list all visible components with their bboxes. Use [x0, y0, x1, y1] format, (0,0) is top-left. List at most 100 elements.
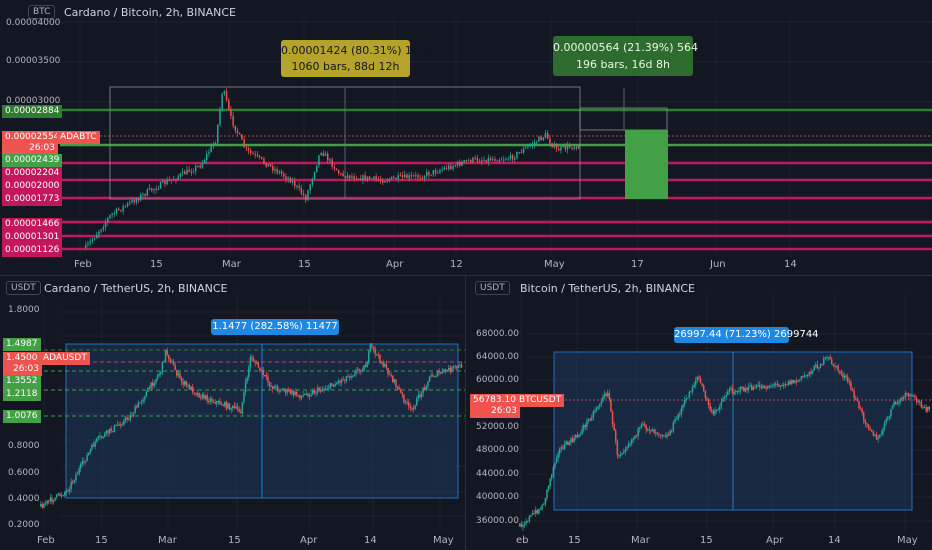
- candle-body: [823, 358, 825, 365]
- btcusdt-chart-pane[interactable]: USDT Bitcoin / TetherUS, 2h, BINANCE 680…: [467, 276, 932, 550]
- candle-body: [744, 388, 747, 392]
- candle-body: [351, 176, 353, 178]
- symbol-tag: ADABTC: [57, 131, 100, 144]
- candle-body: [655, 432, 657, 434]
- candle-body: [701, 383, 703, 386]
- candle-body: [826, 357, 828, 359]
- candle-body: [691, 387, 694, 392]
- candle-body: [76, 473, 79, 475]
- candle-body: [819, 363, 822, 368]
- adausdt-chart-pane[interactable]: USDT Cardano / TetherUS, 2h, BINANCE 1.8…: [0, 276, 466, 550]
- candle-body: [891, 405, 894, 410]
- candle-body: [762, 385, 764, 389]
- measure-label-blue[interactable]: 26997.44 (71.23%) 2699744: [674, 327, 819, 343]
- candle-body: [209, 398, 212, 402]
- measure-line: 196 bars, 16d 8h: [576, 58, 670, 71]
- candle-body: [353, 176, 355, 179]
- candle-body: [161, 361, 164, 373]
- candle-body: [496, 160, 498, 162]
- candle-body: [715, 409, 718, 411]
- candle-body: [276, 169, 278, 173]
- candle-body: [176, 370, 178, 376]
- candle-body: [406, 402, 408, 404]
- candle-body: [46, 500, 48, 504]
- candle-body: [393, 379, 396, 382]
- candle-body: [752, 387, 755, 391]
- candle-body: [911, 394, 913, 396]
- currency-unit-label[interactable]: USDT: [475, 281, 510, 295]
- candle-body: [64, 492, 66, 496]
- candle-body: [454, 366, 456, 368]
- candle-body: [199, 165, 201, 168]
- candle-body: [292, 390, 295, 396]
- candle-body: [768, 385, 771, 387]
- x-axis-label: May: [897, 535, 918, 546]
- candle-body: [695, 380, 697, 385]
- candle-body: [533, 512, 535, 514]
- candle-body: [791, 379, 793, 385]
- candle-body: [890, 409, 892, 417]
- candle-body: [252, 152, 254, 155]
- candle-body: [366, 176, 369, 181]
- candle-body: [393, 176, 395, 178]
- candle-body: [533, 142, 536, 145]
- x-axis-label: 14: [828, 535, 841, 546]
- candle-body: [637, 428, 639, 437]
- measure-label-blue[interactable]: 1.1477 (282.58%) 11477: [211, 319, 339, 335]
- candle-body: [135, 199, 138, 203]
- candle-body: [564, 145, 567, 150]
- measure-label-green[interactable]: 0.00000564 (21.39%) 564 196 bars, 16d 8h: [553, 36, 698, 76]
- candle-body: [177, 373, 180, 376]
- candle-body: [815, 364, 817, 367]
- candle-body: [907, 393, 910, 397]
- candle-body: [731, 388, 734, 394]
- candle-body: [155, 188, 157, 190]
- candle-body: [875, 434, 878, 440]
- candle-body: [800, 376, 803, 380]
- candle-body: [704, 391, 707, 398]
- candle-body: [100, 229, 102, 232]
- adausdt-chart-canvas[interactable]: [0, 276, 465, 550]
- candle-body: [624, 449, 627, 452]
- candle-body: [795, 380, 798, 382]
- candle-body: [528, 516, 531, 522]
- candle-body: [650, 430, 652, 432]
- candle-body: [214, 402, 216, 404]
- candle-body: [559, 448, 561, 454]
- measure-label-yellow[interactable]: 0.00001424 (80.31%) 1424 1060 bars, 88d …: [281, 40, 433, 77]
- candle-body: [296, 185, 298, 187]
- candle-body: [278, 390, 280, 392]
- candle-body: [669, 430, 671, 436]
- candle-body: [396, 387, 399, 389]
- measure-line: 1060 bars, 88d 12h: [291, 60, 400, 73]
- btcusdt-chart-canvas[interactable]: [467, 276, 932, 550]
- candle-body: [382, 362, 384, 367]
- currency-unit-label[interactable]: BTC: [28, 5, 56, 19]
- candle-body: [457, 365, 460, 368]
- candle-body: [531, 144, 534, 146]
- candle-body: [331, 383, 333, 386]
- candle-body: [262, 369, 264, 375]
- candle-body: [192, 386, 194, 393]
- candle-body: [733, 392, 735, 394]
- candle-body: [327, 153, 329, 161]
- adabtc-chart-canvas[interactable]: [0, 0, 932, 275]
- candle-body: [320, 390, 322, 392]
- candle-body: [195, 165, 197, 172]
- candle-body: [647, 429, 649, 431]
- adabtc-chart-pane[interactable]: BTC Cardano / Bitcoin, 2h, BINANCE 0.000…: [0, 0, 932, 276]
- candle-body: [544, 498, 547, 505]
- candle-body: [563, 444, 566, 450]
- candle-body: [112, 431, 114, 433]
- candle-body: [89, 241, 91, 244]
- y-axis-label: 0.2000: [8, 520, 40, 530]
- candle-body: [401, 175, 404, 178]
- currency-unit-label[interactable]: USDT: [6, 281, 41, 295]
- candle-body: [259, 367, 261, 371]
- candle-body: [263, 158, 265, 164]
- candle-body: [289, 177, 292, 183]
- candle-body: [573, 147, 575, 149]
- candle-body: [221, 94, 223, 109]
- candle-body: [184, 171, 186, 175]
- candle-body: [909, 395, 911, 397]
